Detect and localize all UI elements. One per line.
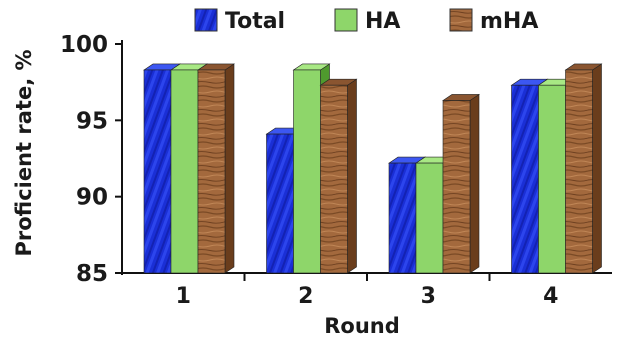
bar-front-face	[143, 69, 172, 274]
x-tick-label: 4	[543, 284, 558, 309]
y-tick-label: 85	[76, 261, 108, 287]
y-axis-title: Proficient rate, %	[12, 49, 36, 256]
legend-item-ha: HA	[334, 8, 400, 34]
legend: Total HA mHA	[194, 8, 538, 34]
bar-side-face	[592, 63, 602, 274]
bar-front-face	[565, 69, 593, 274]
legend-item-total: Total	[194, 8, 285, 34]
bar-total-4	[510, 78, 549, 274]
legend-label: Total	[225, 9, 285, 34]
bar-mha-4	[564, 63, 603, 274]
bar-front-face	[388, 162, 417, 274]
y-tick-label: 90	[76, 185, 108, 211]
bar-side-face	[347, 78, 357, 274]
x-tick-label: 2	[298, 284, 313, 309]
bar-side-face	[224, 63, 235, 274]
bar-mha-1	[197, 63, 235, 274]
y-tick-label: 100	[60, 32, 108, 58]
bar-front-face	[197, 69, 226, 274]
x-axis-title: Round	[324, 314, 400, 338]
bar-front-face	[293, 69, 321, 274]
legend-label: HA	[365, 9, 400, 34]
bar-front-face	[415, 162, 444, 274]
bar-front-face	[266, 133, 294, 274]
bar-front-face	[170, 69, 199, 274]
bar-front-face	[511, 84, 539, 274]
legend-swatch	[194, 8, 218, 32]
legend-swatch	[449, 8, 473, 32]
x-tick-label: 1	[176, 284, 191, 309]
bar-mha-2	[319, 78, 358, 274]
bar-mha-3	[442, 93, 480, 274]
legend-label: mHA	[480, 9, 538, 34]
x-tick-label: 3	[421, 284, 436, 309]
bar-side-face	[469, 93, 480, 274]
y-tick-label: 95	[76, 108, 108, 134]
bar-front-face	[320, 84, 348, 274]
plot-area: 85 90 95 100 1 2 3 4	[60, 32, 612, 309]
bar-front-face	[442, 100, 471, 274]
legend-item-mha: mHA	[449, 8, 538, 34]
bar-front-face	[538, 84, 566, 274]
legend-swatch	[334, 8, 358, 32]
